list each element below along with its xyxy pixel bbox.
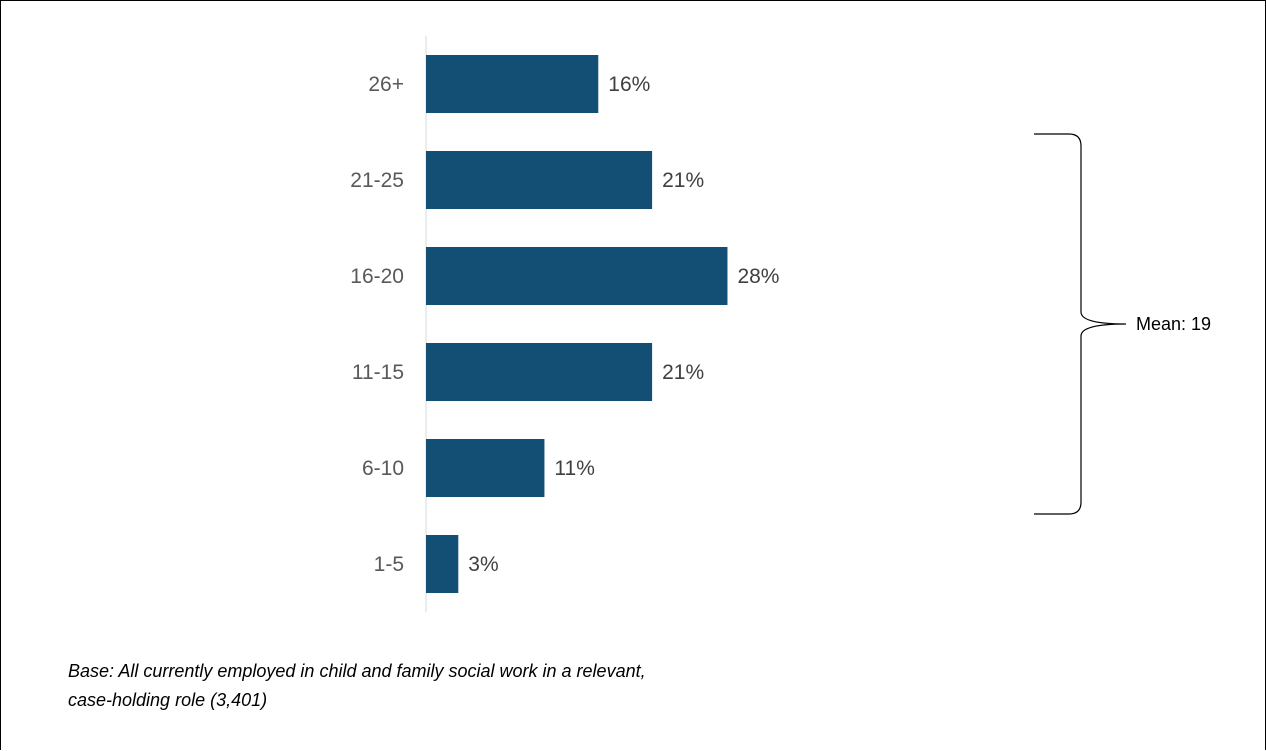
- value-label: 3%: [468, 553, 498, 576]
- value-labels-group: 16% 21% 28% 21% 11% 3%: [468, 73, 779, 576]
- category-label: 26+: [368, 73, 404, 96]
- bar-21-25: [426, 151, 653, 209]
- bar-26+: [426, 55, 599, 113]
- category-label: 6-10: [362, 457, 404, 480]
- value-label: 21%: [662, 361, 704, 384]
- category-label: 21-25: [350, 169, 404, 192]
- footnote-line-2: case-holding role (3,401): [68, 690, 268, 710]
- category-label: 1-5: [374, 553, 404, 576]
- category-label: 16-20: [350, 265, 404, 288]
- bar-6-10: [426, 439, 545, 497]
- mean-brace: [1034, 133, 1127, 515]
- value-label: 21%: [662, 169, 704, 192]
- footnote-line-1: Base: All currently employed in child an…: [68, 661, 646, 681]
- footnote: Base: All currently employed in child an…: [68, 657, 828, 715]
- category-labels-group: 26+ 21-25 16-20 11-15 6-10 1-5: [350, 73, 404, 576]
- value-label: 11%: [554, 457, 594, 480]
- value-label: 28%: [737, 265, 779, 288]
- bars-group: [426, 55, 728, 593]
- bar-11-15: [426, 343, 653, 401]
- bar-16-20: [426, 247, 728, 305]
- bar-1-5: [426, 535, 459, 593]
- mean-annotation-label: Mean: 19: [1136, 314, 1211, 334]
- category-label: 11-15: [352, 361, 404, 384]
- value-label: 16%: [608, 73, 650, 96]
